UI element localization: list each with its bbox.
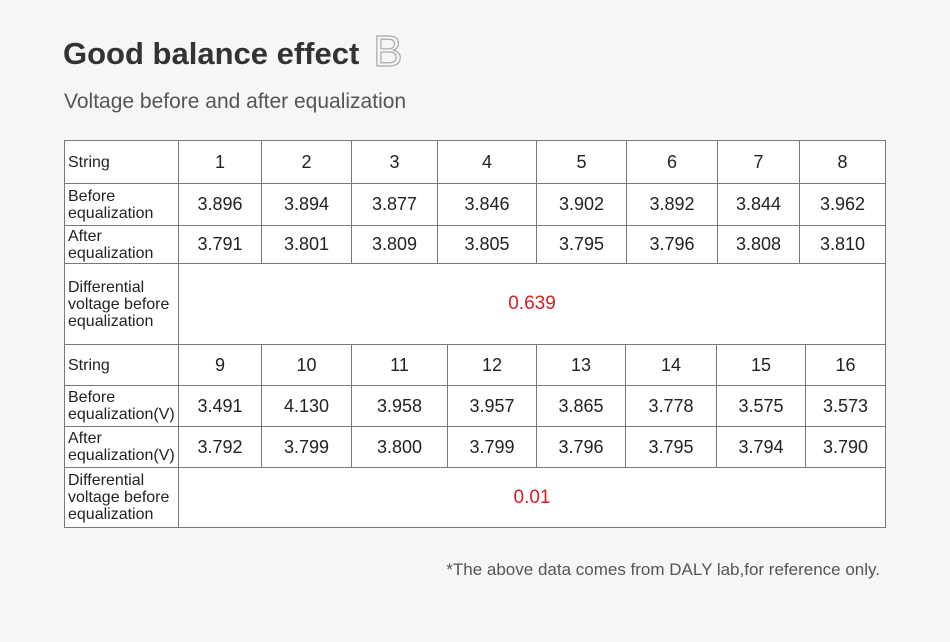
after-cell: 3.796 (626, 225, 718, 264)
page-title: Good balance effect B (63, 27, 404, 76)
table-row-after: After equalization(V) 3.792 3.799 3.800 … (64, 426, 886, 468)
string-cell: 5 (536, 140, 627, 184)
after-cell: 3.796 (536, 426, 626, 468)
after-cell: 3.795 (625, 426, 717, 468)
before-cell: 3.778 (625, 385, 717, 427)
row-label-differential: Differential voltage before equalization (64, 467, 179, 528)
before-cell: 3.491 (178, 385, 262, 427)
before-cell: 3.896 (178, 183, 262, 226)
voltage-table-strings-9-16: String 9 10 11 12 13 14 15 16 Before equ… (64, 344, 886, 528)
row-label-after: After equalization(V) (64, 426, 179, 468)
footnote: *The above data comes from DALY lab,for … (446, 560, 880, 579)
before-cell: 3.846 (437, 183, 537, 226)
string-cell: 7 (717, 140, 800, 184)
table-row-before: Before equalization 3.896 3.894 3.877 3.… (64, 183, 886, 226)
table-row-differential: Differential voltage before equalization… (64, 467, 886, 528)
before-cell: 3.573 (805, 385, 886, 427)
before-cell: 3.877 (351, 183, 438, 226)
after-cell: 3.805 (437, 225, 537, 264)
before-cell: 3.892 (626, 183, 718, 226)
row-label-before: Before equalization (64, 183, 179, 226)
differential-value: 0.639 (178, 263, 886, 345)
table-row-before: Before equalization(V) 3.491 4.130 3.958… (64, 385, 886, 427)
row-label-string: String (64, 344, 179, 386)
string-cell: 10 (261, 344, 352, 386)
before-cell: 3.962 (799, 183, 886, 226)
row-label-after: After equalization (64, 225, 179, 264)
row-label-string: String (64, 140, 179, 184)
after-cell: 3.800 (351, 426, 448, 468)
page-subtitle: Voltage before and after equalization (64, 90, 407, 113)
after-cell: 3.810 (799, 225, 886, 264)
after-cell: 3.799 (261, 426, 352, 468)
string-cell: 1 (178, 140, 262, 184)
before-cell: 3.575 (716, 385, 806, 427)
string-cell: 9 (178, 344, 262, 386)
before-cell: 3.902 (536, 183, 627, 226)
string-cell: 15 (716, 344, 806, 386)
after-cell: 3.792 (178, 426, 262, 468)
after-cell: 3.794 (716, 426, 806, 468)
before-cell: 3.894 (261, 183, 352, 226)
differential-value: 0.01 (178, 467, 886, 528)
table-row-string: String 9 10 11 12 13 14 15 16 (64, 344, 886, 386)
before-cell: 3.865 (536, 385, 626, 427)
after-cell: 3.790 (805, 426, 886, 468)
string-cell: 2 (261, 140, 352, 184)
string-cell: 14 (625, 344, 717, 386)
before-cell: 3.958 (351, 385, 448, 427)
string-cell: 3 (351, 140, 438, 184)
string-cell: 8 (799, 140, 886, 184)
string-cell: 12 (447, 344, 537, 386)
string-cell: 13 (536, 344, 626, 386)
string-cell: 16 (805, 344, 886, 386)
table-row-after: After equalization 3.791 3.801 3.809 3.8… (64, 225, 886, 264)
after-cell: 3.791 (178, 225, 262, 264)
before-cell: 3.957 (447, 385, 537, 427)
after-cell: 3.795 (536, 225, 627, 264)
after-cell: 3.801 (261, 225, 352, 264)
after-cell: 3.799 (447, 426, 537, 468)
table-row-string: String 1 2 3 4 5 6 7 8 (64, 140, 886, 184)
string-cell: 6 (626, 140, 718, 184)
table-row-differential: Differential voltage before equalization… (64, 263, 886, 345)
before-cell: 3.844 (717, 183, 800, 226)
after-cell: 3.808 (717, 225, 800, 264)
row-label-differential: Differential voltage before equalization (64, 263, 179, 345)
row-label-before: Before equalization(V) (64, 385, 179, 427)
after-cell: 3.809 (351, 225, 438, 264)
voltage-table-strings-1-8: String 1 2 3 4 5 6 7 8 Before equalizati… (64, 140, 886, 345)
string-cell: 4 (437, 140, 537, 184)
before-cell: 4.130 (261, 385, 352, 427)
voltage-tables: String 1 2 3 4 5 6 7 8 Before equalizati… (64, 140, 886, 528)
title-text: Good balance effect (63, 36, 360, 71)
string-cell: 11 (351, 344, 448, 386)
section-letter-b: B (373, 27, 404, 76)
